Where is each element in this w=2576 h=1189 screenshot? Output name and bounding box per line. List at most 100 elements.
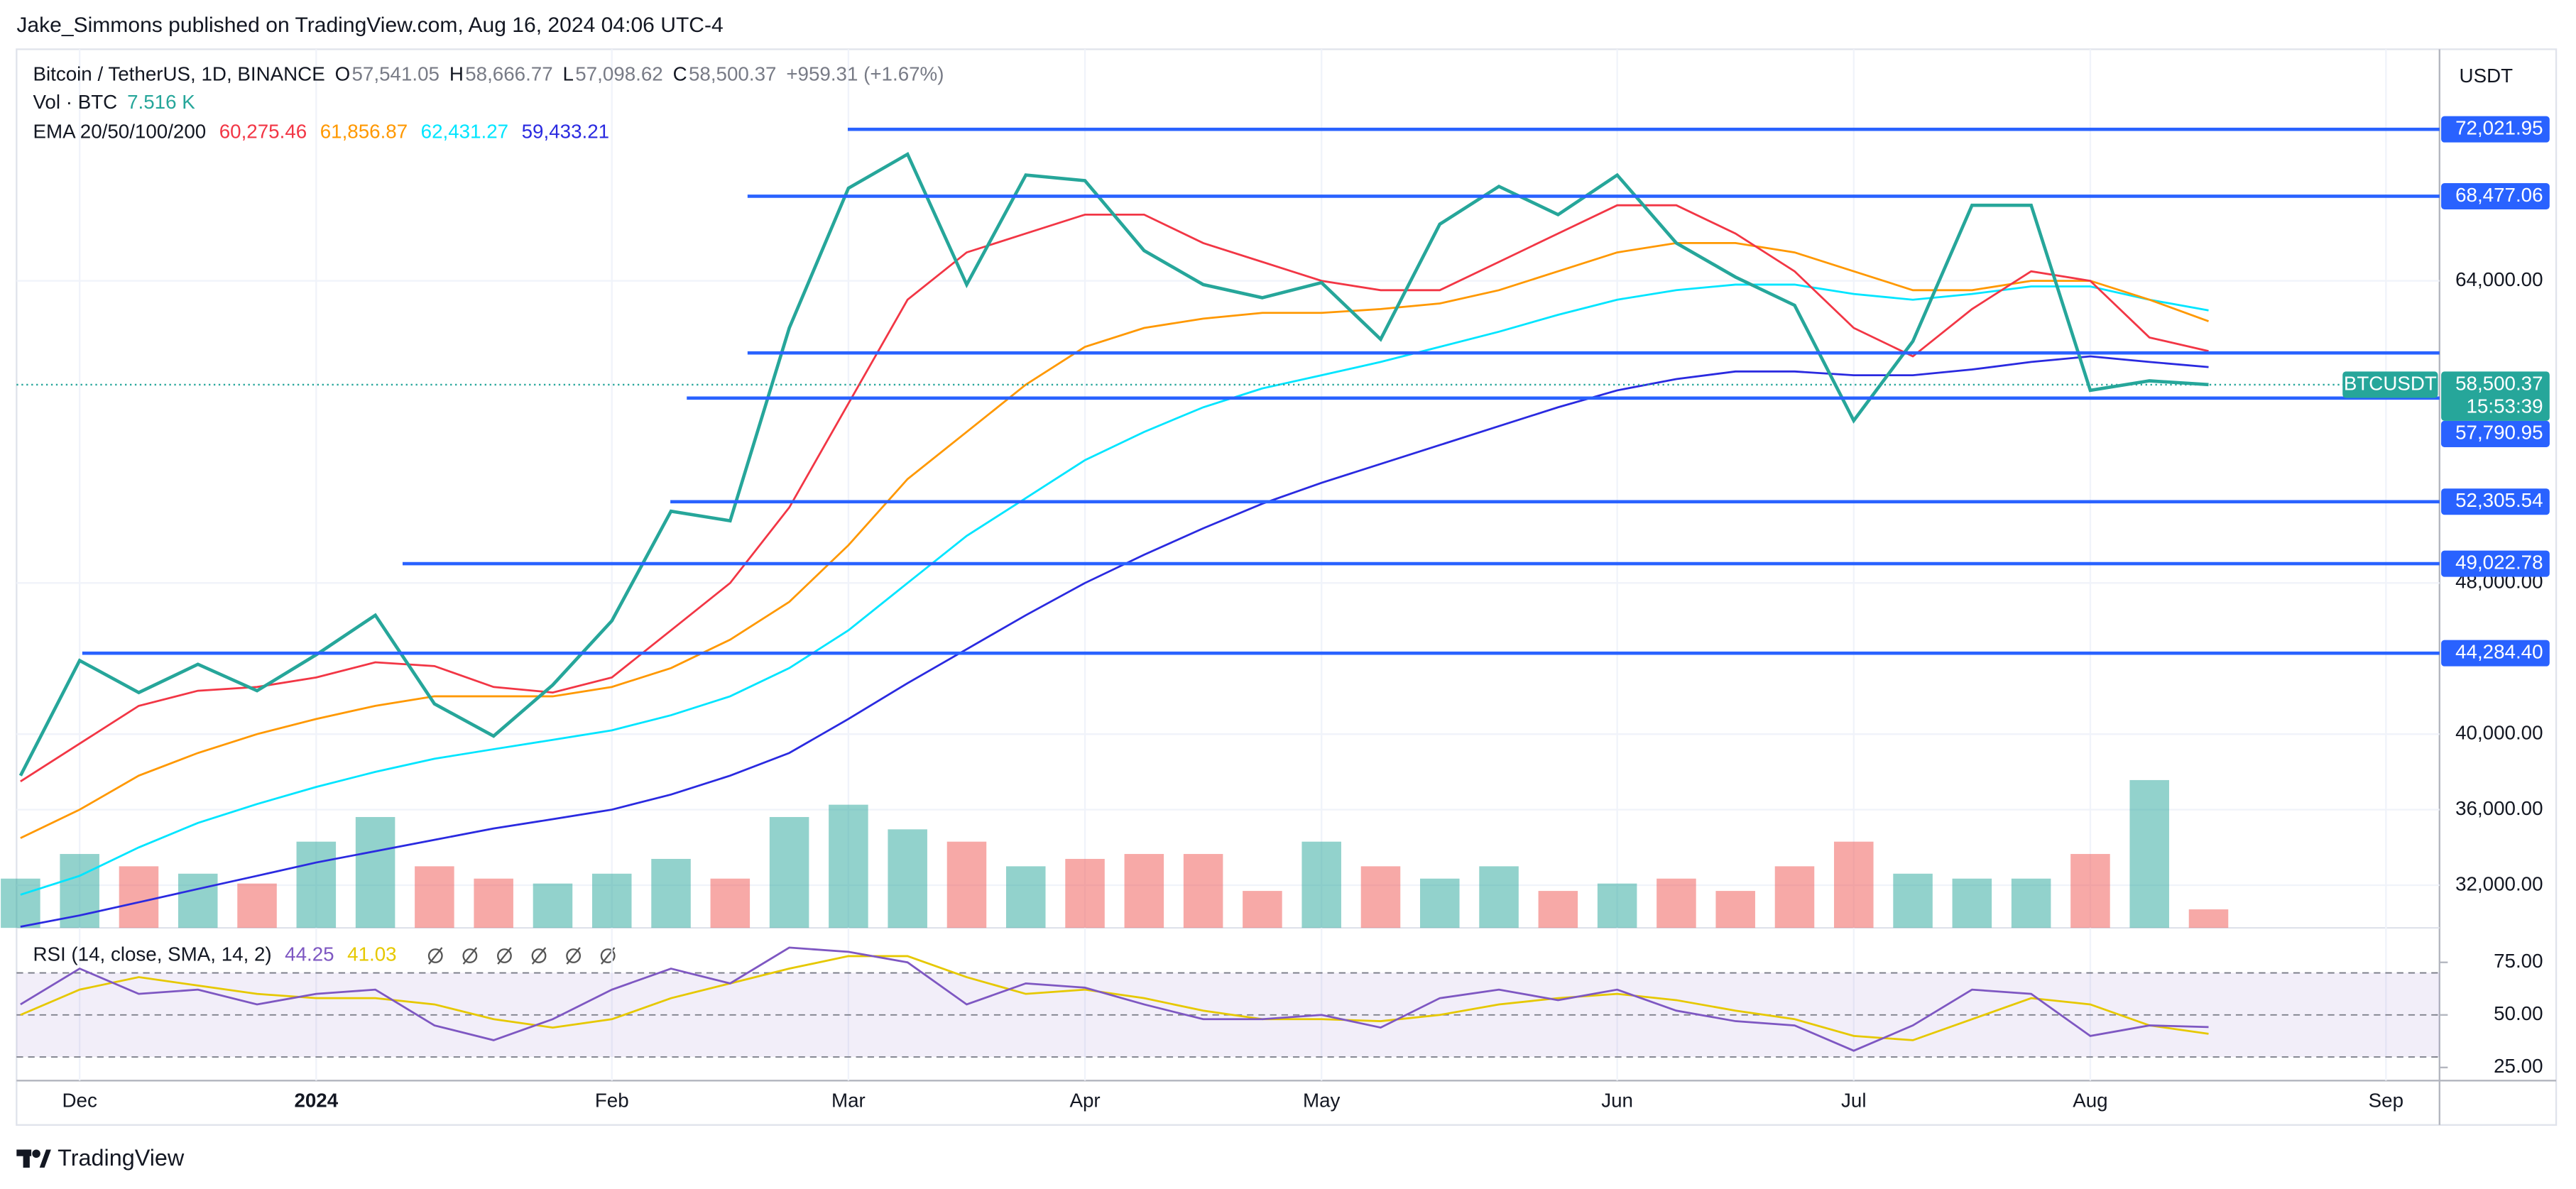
legend-item: O bbox=[335, 63, 351, 85]
volume-bar bbox=[1065, 858, 1105, 928]
volume-bar bbox=[1479, 866, 1519, 928]
legend-item: 58,666.77 bbox=[465, 63, 552, 85]
volume-bar bbox=[829, 804, 868, 928]
x-tick-label: Apr bbox=[1069, 1090, 1100, 1112]
volume-bar bbox=[1597, 883, 1637, 928]
legend-row: EMA 20/50/100/200 60,275.46 61,856.87 62,43… bbox=[33, 121, 609, 143]
level-label: 68,477.06 bbox=[2455, 184, 2543, 206]
volume-bar bbox=[1360, 866, 1401, 928]
legend-item: 58,500.37 bbox=[689, 63, 776, 85]
volume-bar bbox=[2070, 854, 2110, 928]
volume-bar bbox=[2011, 878, 2051, 928]
volume-bar bbox=[533, 883, 573, 928]
legend-item: Vol · BTC bbox=[33, 91, 117, 113]
volume-bar bbox=[1715, 891, 1755, 928]
rsi-tick-label: 75.00 bbox=[2494, 950, 2543, 972]
x-tick-label: Dec bbox=[62, 1090, 97, 1112]
x-tick-label: Feb bbox=[595, 1090, 629, 1112]
legend-item: RSI (14, close, SMA, 14, 2) bbox=[33, 943, 271, 965]
level-label-box bbox=[2441, 488, 2550, 515]
legend-item: 59,433.21 bbox=[522, 121, 609, 143]
level-label-box bbox=[2441, 182, 2550, 209]
volume-bar bbox=[237, 883, 277, 928]
ema-line bbox=[20, 242, 2209, 839]
volume-bar bbox=[1124, 854, 1164, 928]
legend-item: 57,098.62 bbox=[575, 63, 662, 85]
volume-bar bbox=[415, 866, 454, 928]
volume-bar bbox=[355, 816, 395, 928]
y-tick-label: 32,000.00 bbox=[2455, 872, 2543, 894]
price-label: 58,500.37 bbox=[2455, 372, 2543, 394]
volume-bar bbox=[710, 878, 751, 928]
volume-bar bbox=[2129, 779, 2169, 928]
ema-line bbox=[20, 283, 2209, 896]
y-tick-label: 36,000.00 bbox=[2455, 797, 2543, 819]
legend-item: 7.516 K bbox=[127, 91, 195, 113]
level-label-box bbox=[2441, 116, 2550, 143]
legend-item: 41.03 bbox=[347, 943, 396, 965]
volume-bar bbox=[888, 829, 927, 928]
volume-bar bbox=[1893, 873, 1933, 928]
level-label: 49,022.78 bbox=[2455, 551, 2543, 573]
countdown: 15:53:39 bbox=[2467, 395, 2543, 417]
legend-item: 57,541.05 bbox=[352, 63, 440, 85]
x-tick-label: Sep bbox=[2369, 1090, 2403, 1112]
volume-bar bbox=[1952, 878, 1992, 928]
symbol-box bbox=[2342, 371, 2438, 398]
volume-bar bbox=[1420, 878, 1460, 928]
legend-item: 62,431.27 bbox=[421, 121, 508, 143]
frame bbox=[16, 48, 2558, 1126]
volume-bar bbox=[769, 816, 809, 928]
rsi-sma-line bbox=[20, 955, 2209, 1041]
volume-bar bbox=[1183, 854, 1223, 928]
legend-item: H bbox=[449, 63, 464, 85]
legend-item: EMA 20/50/100/200 bbox=[33, 121, 206, 143]
currency: USDT bbox=[2460, 65, 2514, 87]
volume-bar bbox=[2188, 909, 2229, 928]
volume-bar bbox=[474, 878, 513, 928]
logo bbox=[16, 1149, 51, 1168]
level-label: 72,021.95 bbox=[2455, 116, 2543, 138]
volume-bar bbox=[1243, 891, 1282, 928]
level-label: 52,305.54 bbox=[2455, 489, 2543, 511]
legend-item: 60,275.46 bbox=[219, 121, 307, 143]
level-label-box bbox=[2441, 420, 2550, 447]
price-line bbox=[18, 151, 2209, 777]
volume-bar bbox=[1657, 878, 1696, 928]
legend-item: 44.25 bbox=[285, 943, 334, 965]
legend-row: Vol · BTC 7.516 K bbox=[33, 91, 195, 113]
volume-bar bbox=[1005, 866, 1046, 928]
legend-item: 61,856.87 bbox=[320, 121, 408, 143]
x-tick-label: Mar bbox=[831, 1090, 866, 1112]
volume-bar bbox=[60, 854, 99, 928]
legend-row: Bitcoin / TetherUS, 1D, BINANCE O 57,541.0… bbox=[33, 63, 944, 85]
volume-bar bbox=[1538, 891, 1578, 928]
rsi-icons bbox=[427, 947, 616, 965]
rsi-tick-label: 50.00 bbox=[2494, 1002, 2543, 1024]
price-box bbox=[2441, 371, 2550, 421]
y-tick-label: 64,000.00 bbox=[2455, 268, 2543, 290]
legend-item: Bitcoin / TetherUS, 1D, BINANCE bbox=[33, 63, 324, 85]
legend-item: L bbox=[563, 63, 574, 85]
level-label-box bbox=[2441, 640, 2550, 667]
y-tick-label: 40,000.00 bbox=[2455, 721, 2543, 743]
legend-row: RSI (14, close, SMA, 14, 2) 44.25 41.03 bbox=[33, 943, 396, 965]
rsi-tick-label: 25.00 bbox=[2494, 1055, 2543, 1077]
volume-bar bbox=[1, 878, 40, 928]
volume-bar bbox=[591, 873, 632, 928]
x-tick-label: Jul bbox=[1841, 1090, 1866, 1112]
volume-bar bbox=[178, 873, 218, 928]
level-label: 44,284.40 bbox=[2455, 640, 2543, 662]
legend-item: C bbox=[673, 63, 687, 85]
x-tick-label: 2024 bbox=[294, 1090, 338, 1112]
volume-bar bbox=[1834, 841, 1874, 928]
x-tick-label: Aug bbox=[2073, 1090, 2107, 1112]
volume-bar bbox=[1774, 866, 1815, 928]
level-label: 57,790.95 bbox=[2455, 422, 2543, 444]
legend-item: +959.31 (+1.67%) bbox=[786, 63, 944, 85]
volume-bar bbox=[1301, 841, 1341, 928]
rsi-line bbox=[20, 946, 2209, 1052]
footer-brand: TradingView bbox=[58, 1145, 185, 1171]
